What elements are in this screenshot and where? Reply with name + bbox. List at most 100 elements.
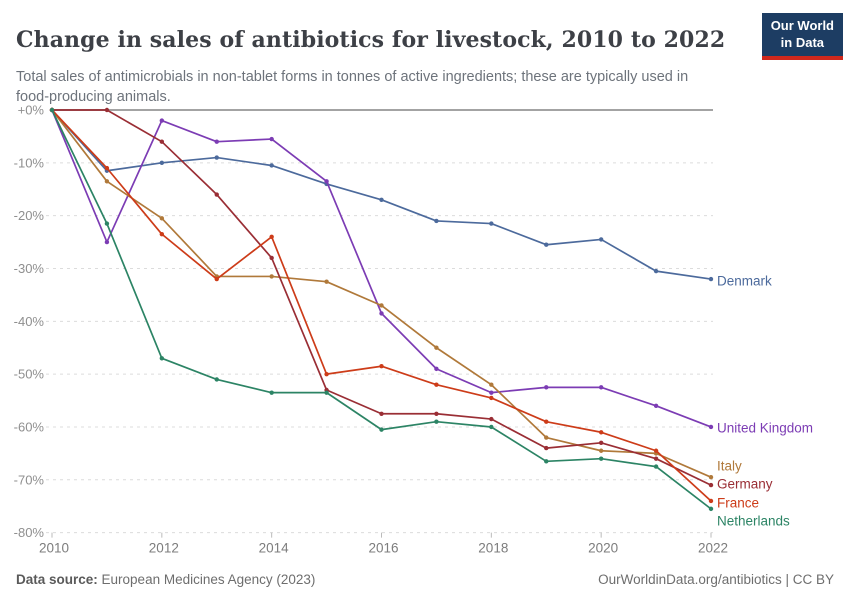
data-point-italy — [269, 274, 274, 279]
data-point-france — [214, 276, 219, 282]
series-label-netherlands[interactable]: Netherlands — [717, 513, 790, 528]
data-point-netherlands — [379, 427, 384, 432]
data-point-united-kingdom — [214, 139, 219, 144]
data-point-united-kingdom — [598, 385, 604, 390]
data-point-netherlands — [653, 464, 659, 469]
data-point-germany — [379, 411, 384, 416]
y-axis-label: -40% — [14, 314, 45, 329]
data-point-germany — [434, 411, 439, 416]
data-point-netherlands — [489, 424, 494, 430]
data-point-germany — [269, 255, 274, 261]
y-axis-label: -10% — [14, 155, 45, 170]
data-point-germany — [159, 139, 165, 144]
data-point-denmark — [544, 242, 549, 247]
owid-logo-line1: Our World — [770, 18, 834, 33]
data-point-france — [434, 382, 439, 387]
x-axis-label: 2020 — [588, 541, 618, 556]
data-point-netherlands — [434, 419, 439, 424]
x-axis-label: 2016 — [368, 541, 398, 556]
data-point-france — [544, 419, 549, 424]
data-point-netherlands — [708, 506, 714, 512]
data-point-netherlands — [49, 107, 55, 113]
data-point-germany — [544, 445, 549, 451]
data-point-denmark — [598, 237, 604, 242]
owid-logo-line2: in Data — [780, 34, 825, 50]
data-point-united-kingdom — [489, 390, 494, 395]
data-point-netherlands — [214, 377, 219, 382]
data-point-france — [269, 234, 274, 239]
data-point-netherlands — [598, 456, 604, 461]
data-point-germany — [598, 440, 604, 446]
data-source-label: Data source: — [16, 572, 98, 587]
data-point-united-kingdom — [379, 311, 384, 316]
series-label-denmark[interactable]: Denmark — [717, 274, 772, 289]
series-line-netherlands[interactable] — [51, 109, 712, 510]
data-point-netherlands — [159, 356, 165, 361]
data-point-denmark — [653, 268, 659, 274]
page-title: Change in sales of antibiotics for lives… — [16, 26, 726, 53]
data-point-netherlands — [269, 390, 274, 395]
data-point-denmark — [489, 221, 494, 226]
data-point-france — [159, 231, 165, 237]
data-point-italy — [159, 216, 165, 221]
data-point-italy — [324, 279, 329, 284]
data-source-value: European Medicines Agency (2023) — [97, 572, 316, 587]
data-point-netherlands — [324, 390, 329, 395]
x-axis-label: 2010 — [39, 541, 69, 556]
y-axis-label: -80% — [14, 525, 45, 540]
data-point-france — [653, 448, 659, 453]
data-point-united-kingdom — [269, 136, 274, 142]
data-source-note: Data source: European Medicines Agency (… — [16, 572, 315, 587]
data-point-italy — [598, 448, 604, 453]
x-axis-label: 2022 — [698, 541, 728, 556]
data-point-france — [324, 371, 329, 377]
data-point-denmark — [708, 276, 714, 282]
y-axis-label: -70% — [14, 472, 45, 487]
data-point-italy — [379, 303, 384, 308]
series-label-france[interactable]: France — [717, 495, 759, 510]
chart-subtitle: Total sales of antimicrobials in non-tab… — [16, 68, 689, 105]
data-point-united-kingdom — [159, 118, 165, 123]
data-point-germany — [489, 416, 494, 422]
data-point-united-kingdom — [324, 179, 329, 184]
series-label-italy[interactable]: Italy — [717, 459, 742, 474]
data-point-germany — [708, 482, 714, 488]
data-point-denmark — [379, 197, 384, 203]
data-point-united-kingdom — [708, 424, 714, 430]
y-axis-label: -30% — [14, 261, 45, 276]
data-point-france — [489, 395, 494, 401]
data-point-denmark — [434, 218, 439, 224]
x-axis-label: 2018 — [478, 541, 508, 556]
data-point-italy — [544, 435, 549, 440]
data-point-france — [598, 430, 604, 435]
data-point-united-kingdom — [653, 403, 659, 409]
y-axis-label: +0% — [18, 103, 45, 118]
data-point-germany — [653, 456, 659, 461]
data-point-denmark — [159, 160, 165, 166]
data-point-netherlands — [104, 221, 110, 226]
data-point-germany — [214, 192, 219, 197]
series-line-united-kingdom[interactable] — [51, 109, 712, 428]
data-point-united-kingdom — [104, 239, 110, 245]
y-axis-label: -20% — [14, 208, 45, 223]
owid-logo[interactable]: Our World in Data — [761, 13, 843, 60]
chart-footer: Data source: European Medicines Agency (… — [16, 572, 834, 587]
data-point-italy — [104, 179, 110, 184]
data-point-united-kingdom — [434, 366, 439, 372]
series-label-united-kingdom[interactable]: United Kingdom — [717, 420, 813, 435]
y-axis-label: -50% — [14, 367, 45, 382]
data-point-france — [708, 498, 714, 504]
data-point-italy — [489, 382, 494, 387]
y-axis-label: -60% — [14, 419, 45, 434]
x-axis-label: 2014 — [259, 541, 290, 556]
data-point-denmark — [214, 155, 219, 160]
data-point-italy — [434, 345, 439, 350]
data-point-netherlands — [544, 459, 549, 464]
credit-link[interactable]: OurWorldinData.org/antibiotics | CC BY — [598, 572, 834, 587]
data-point-denmark — [269, 163, 274, 168]
data-point-italy — [708, 474, 714, 480]
data-point-germany — [104, 107, 110, 113]
series-label-germany[interactable]: Germany — [717, 477, 773, 492]
